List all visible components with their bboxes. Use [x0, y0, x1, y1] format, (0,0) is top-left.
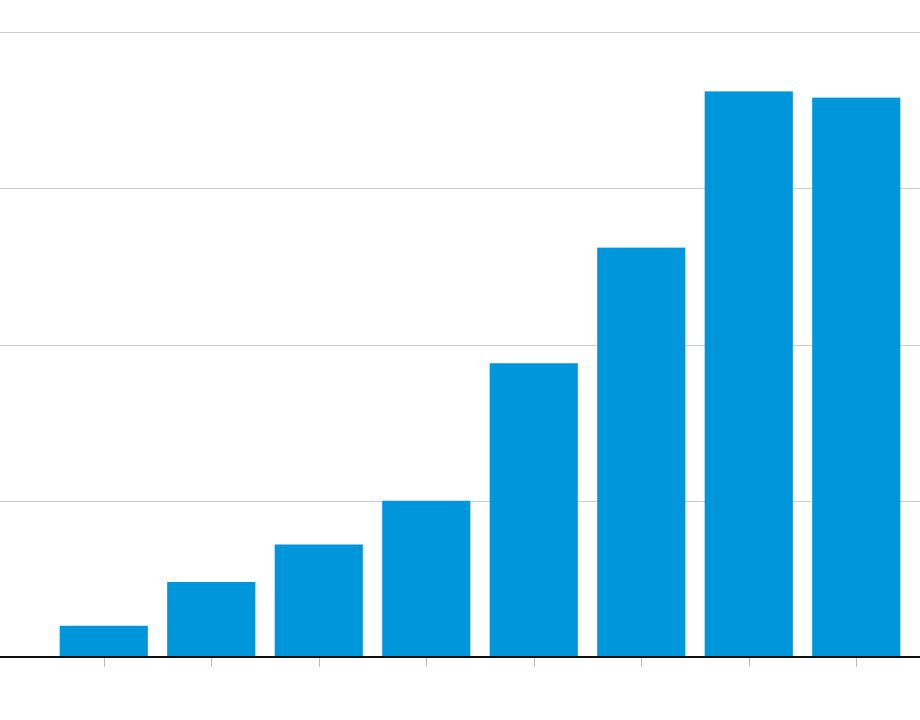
- bar-8: [812, 97, 901, 657]
- x-axis: [0, 656, 920, 667]
- bar-3: [274, 544, 363, 657]
- bar-1: [59, 625, 148, 657]
- bar-5: [489, 363, 578, 657]
- bar-7: [704, 91, 793, 657]
- bar-4: [382, 500, 471, 657]
- bar-2: [167, 582, 256, 657]
- bar-6: [597, 247, 686, 657]
- bars: [59, 91, 901, 657]
